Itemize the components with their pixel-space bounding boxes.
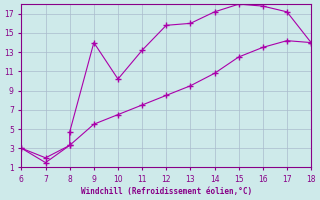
X-axis label: Windchill (Refroidissement éolien,°C): Windchill (Refroidissement éolien,°C) — [81, 187, 252, 196]
